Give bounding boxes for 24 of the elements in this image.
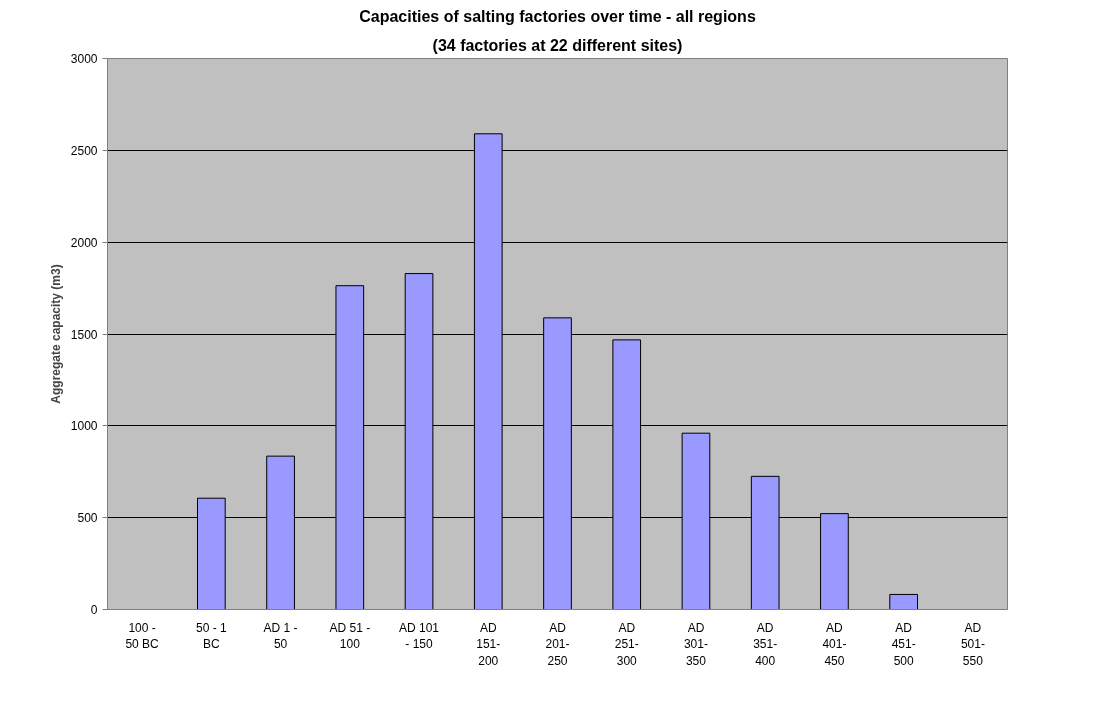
y-tick-label: 0 (90, 603, 98, 617)
x-tick-label: 50 - 1 BC (196, 620, 228, 652)
y-tick-label: 2000 (70, 235, 98, 250)
x-tick-label: AD 51 - 100 (329, 620, 371, 652)
x-tick-label: AD 151- 200 (476, 620, 501, 669)
y-axis-title: Aggregate capacity (m3) (48, 264, 63, 404)
y-tick-label: 500 (77, 511, 98, 526)
x-tick-label: AD 201- 250 (545, 620, 570, 669)
x-tick-label: 100 - 50 BC (125, 620, 160, 652)
x-tick-label: AD 401- 450 (822, 620, 847, 669)
y-tick-label: 3000 (70, 52, 98, 66)
x-tick-label: AD 351- 400 (753, 620, 778, 669)
x-tick-label: AD 101 - 150 (399, 620, 440, 652)
bar (889, 593, 918, 610)
y-tick-label: 2500 (70, 143, 98, 158)
chart-title: Capacities of salting factories over time - all regions (359, 7, 756, 25)
x-tick-label: AD 451- 500 (891, 620, 916, 669)
x-tick-label: AD 501- 550 (960, 620, 985, 669)
chart-subtitle: (34 factories at 22 different sites) (432, 36, 683, 54)
x-tick-label: AD 1 - 50 (263, 620, 298, 652)
y-tick-label: 1000 (70, 419, 98, 434)
x-tick-label: AD 301- 350 (683, 620, 708, 669)
y-tick-label: 1500 (70, 327, 98, 342)
x-tick-label: AD 251- 300 (614, 620, 639, 669)
